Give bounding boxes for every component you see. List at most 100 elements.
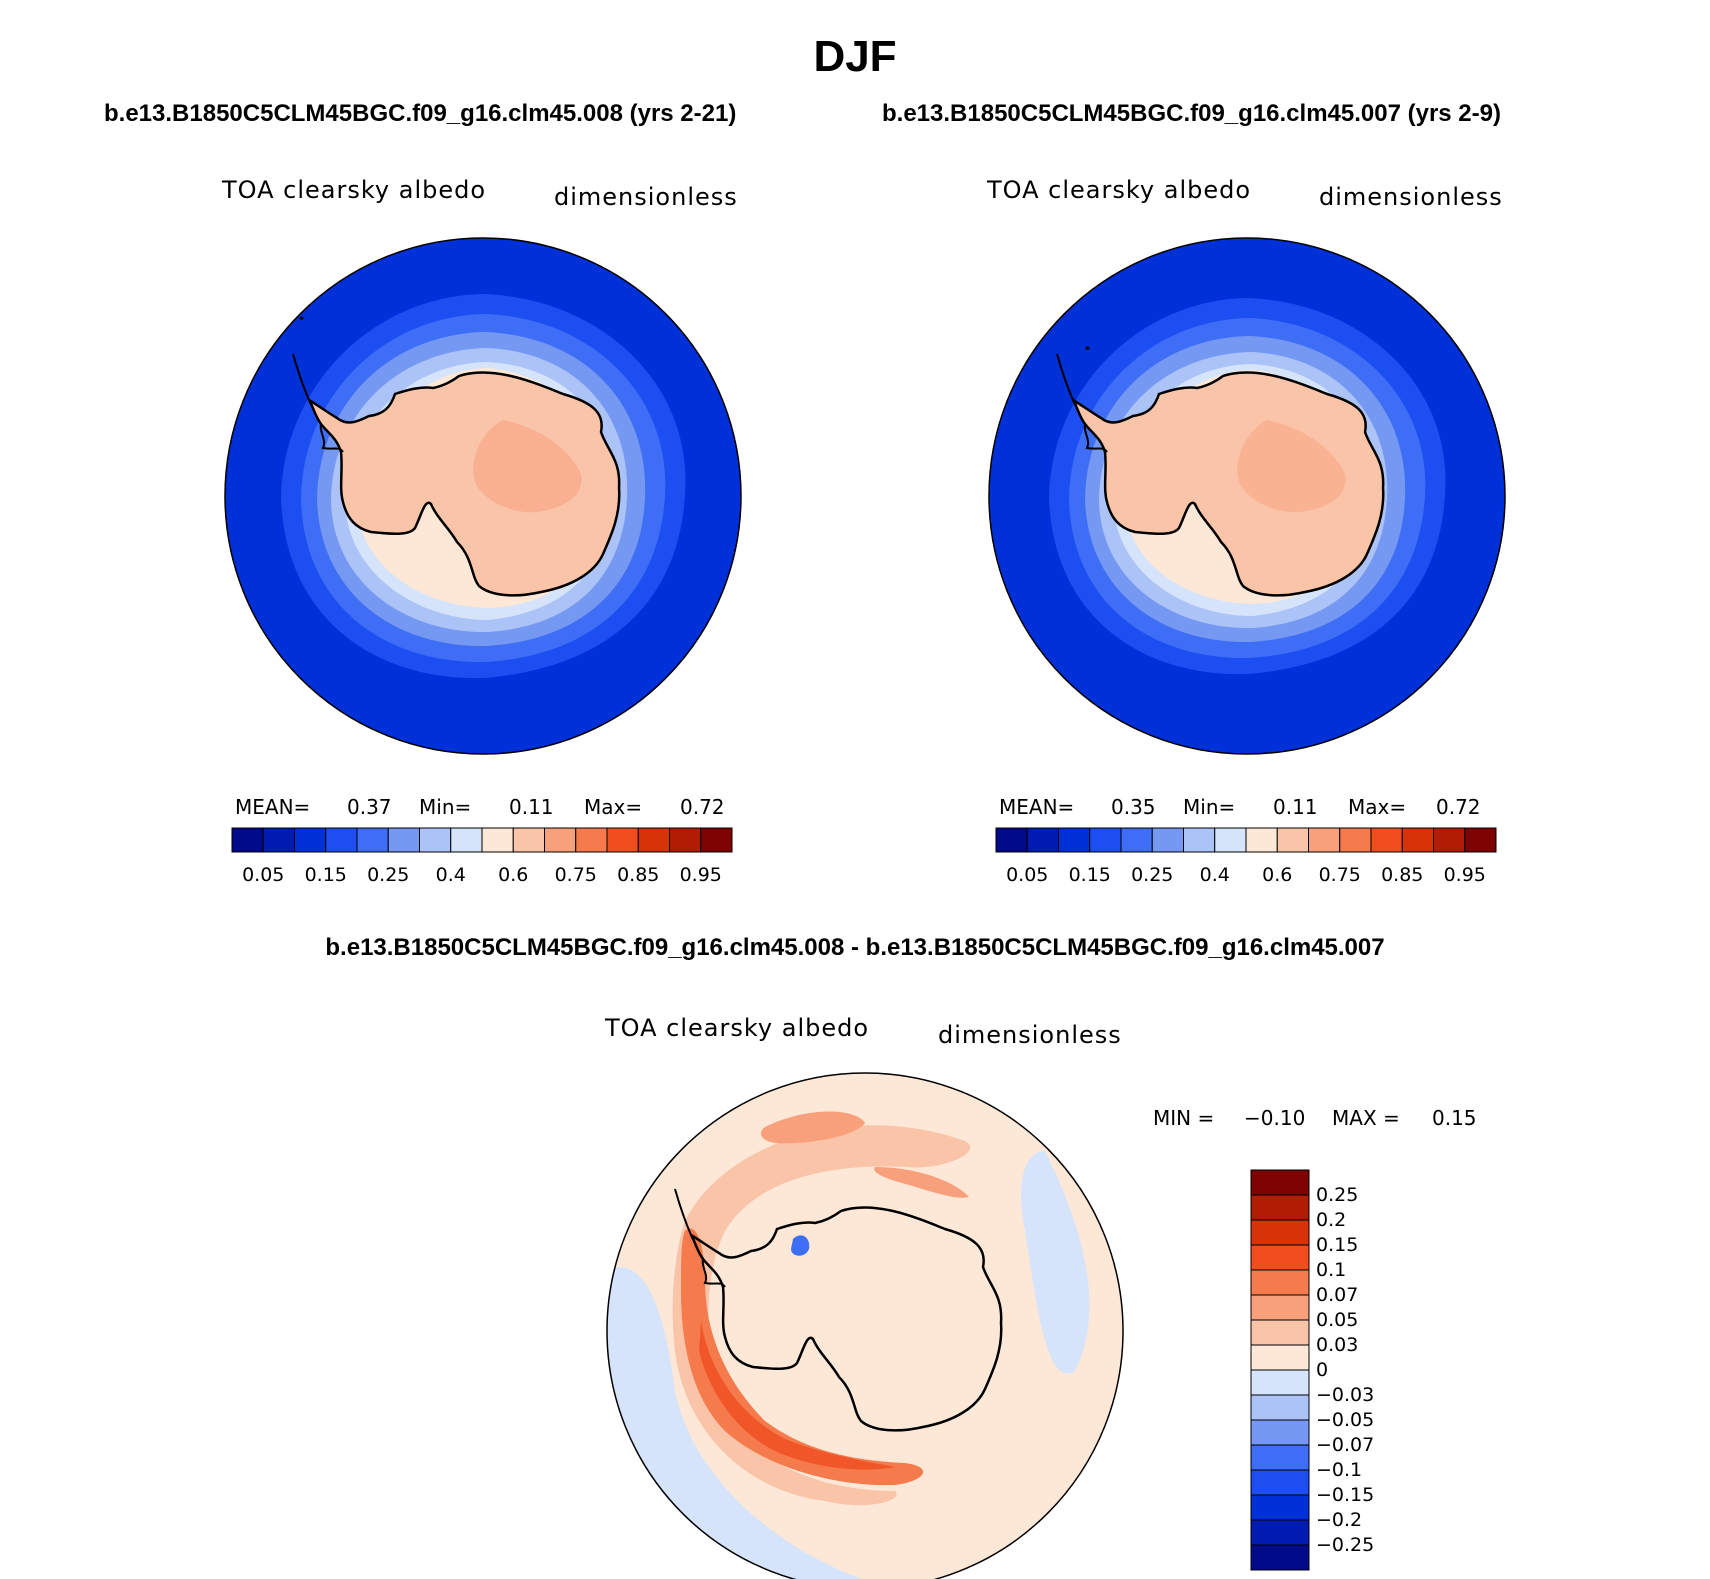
colorbar-tick-label: 0.25 [367,864,410,886]
diff-colorbar-cell [1250,1394,1310,1421]
panel2-max-label: Max= [1348,795,1407,819]
diff-polar-map [606,1072,1124,1579]
panel2-min-value: 0.11 [1273,795,1318,819]
panel1-max-label: Max= [584,795,643,819]
colorbar-cell [1026,827,1059,853]
map-boundary [224,237,742,755]
diff-negative-east [1021,1151,1090,1374]
diff-colorbar-ticks: 0.25 0.2 0.15 0.1 0.07 0.05 0.03 0 −0.03 −0.05 −0.… [1316,1170,1436,1570]
diff-min-label: MIN = [1153,1106,1215,1130]
diff-colorbar-cell [1250,1544,1310,1571]
colorbar-tick-label: 0.05 [1006,864,1049,886]
diff-colorbar-tick-label: 0.05 [1316,1309,1359,1331]
colorbar-tick-label: 0.95 [1443,864,1486,886]
colorbar-cell [1089,827,1122,853]
colorbar-tick-label: 0.15 [304,864,347,886]
diff-colorbar-tick-label: −0.03 [1316,1384,1375,1406]
panel1-units-label: dimensionless [554,183,738,211]
colorbar-cell [356,827,389,853]
colorbar-cell [481,827,514,853]
colorbar-cell [1370,827,1403,853]
colorbar-cell [325,827,358,853]
diff-positive-arc [672,1125,971,1506]
diff-colorbar-tick-label: −0.2 [1316,1509,1363,1531]
colorbar-cell [1401,827,1434,853]
panel1-max-value: 0.72 [680,795,725,819]
diff-negative-spot [791,1235,810,1256]
antarctica-ice [307,371,621,597]
colorbar-tick-label: 0.25 [1131,864,1174,886]
panel2-colorbar [995,827,1497,853]
colorbar-tick-label: 0.75 [1318,864,1361,886]
diff-colorbar-tick-label: 0.25 [1316,1184,1359,1206]
diff-colorbar-tick-label: 0.1 [1316,1259,1347,1281]
colorbar-cell [1339,827,1372,853]
diff-positive-core [699,1321,895,1470]
colorbar-cell [700,827,733,853]
colorbar-cell [1245,827,1278,853]
panel1-variable-label: TOA clearsky albedo [222,176,487,204]
diff-max-value: 0.15 [1432,1106,1477,1130]
figure-title: DJF [813,32,897,81]
colorbar-tick-label: 0.05 [242,864,285,886]
panel1-mean-value: 0.37 [347,795,392,819]
panel2-mean-value: 0.35 [1111,795,1156,819]
diff-max-label: MAX = [1332,1106,1400,1130]
panel1-min-label: Min= [419,795,472,819]
colorbar-cell [606,827,639,853]
panel1-mean-label: MEAN= [235,795,311,819]
colorbar-tick-label: 0.85 [1381,864,1424,886]
peninsula-coast [292,353,344,453]
diff-colorbar-cell [1250,1194,1310,1221]
diff-colorbar-tick-label: 0.2 [1316,1209,1347,1231]
diff-colorbar-cell [1250,1219,1310,1246]
case2-title: b.e13.B1850C5CLM45BGC.f09_g16.clm45.007 … [882,100,1501,127]
diff-colorbar-tick-label: −0.07 [1316,1434,1375,1456]
colorbar-cell [995,827,1028,853]
peninsula-coast [1056,353,1108,453]
diff-units-label: dimensionless [938,1021,1122,1049]
colorbar-tick-label: 0.6 [498,864,529,886]
diff-colorbar-tick-label: −0.1 [1316,1459,1363,1481]
panel1-colorbar [231,827,733,853]
map-boundary [988,237,1506,755]
colorbar-cell [387,827,420,853]
diff-colorbar-cell [1250,1494,1310,1521]
diff-colorbar-tick-label: 0.03 [1316,1334,1359,1356]
panel1-colorbar-ticks: 0.05 0.15 0.25 0.4 0.6 0.75 0.85 0.95 [232,864,732,890]
peninsula-coast [674,1188,726,1288]
panel2-units-label: dimensionless [1319,183,1503,211]
diff-colorbar-tick-label: −0.15 [1316,1484,1375,1506]
colorbar-cell [1058,827,1091,853]
diff-colorbar-cell [1250,1319,1310,1346]
case1-title: b.e13.B1850C5CLM45BGC.f09_g16.clm45.008 … [104,100,737,127]
colorbar-cell [1214,827,1247,853]
diff-colorbar-tick-label: 0.15 [1316,1234,1359,1256]
map-boundary [606,1072,1124,1579]
colorbar-cell [262,827,295,853]
colorbar-cell [512,827,545,853]
diff-colorbar-tick-label: 0.07 [1316,1284,1359,1306]
small-island [1085,346,1090,350]
diff-colorbar-cell [1250,1369,1310,1396]
colorbar-cell [1276,827,1309,853]
panel1-polar-map [224,237,742,755]
diff-colorbar-cell [1250,1169,1310,1196]
colorbar-tick-label: 0.4 [435,864,466,886]
panel2-polar-map [988,237,1506,755]
interior-high-albedo [1237,420,1346,513]
diff-min-value: −0.10 [1244,1106,1306,1130]
colorbar-cell [1308,827,1341,853]
panel2-mean-label: MEAN= [999,795,1075,819]
colorbar-cell [450,827,483,853]
small-island [299,316,304,320]
colorbar-tick-label: 0.85 [617,864,660,886]
colorbar-cell [669,827,702,853]
diff-colorbar-cell [1250,1444,1310,1471]
panel2-max-value: 0.72 [1436,795,1481,819]
colorbar-cell [1151,827,1184,853]
colorbar-cell [1120,827,1153,853]
colorbar-cell [1433,827,1466,853]
diff-colorbar-cell [1250,1269,1310,1296]
colorbar-cell [419,827,452,853]
